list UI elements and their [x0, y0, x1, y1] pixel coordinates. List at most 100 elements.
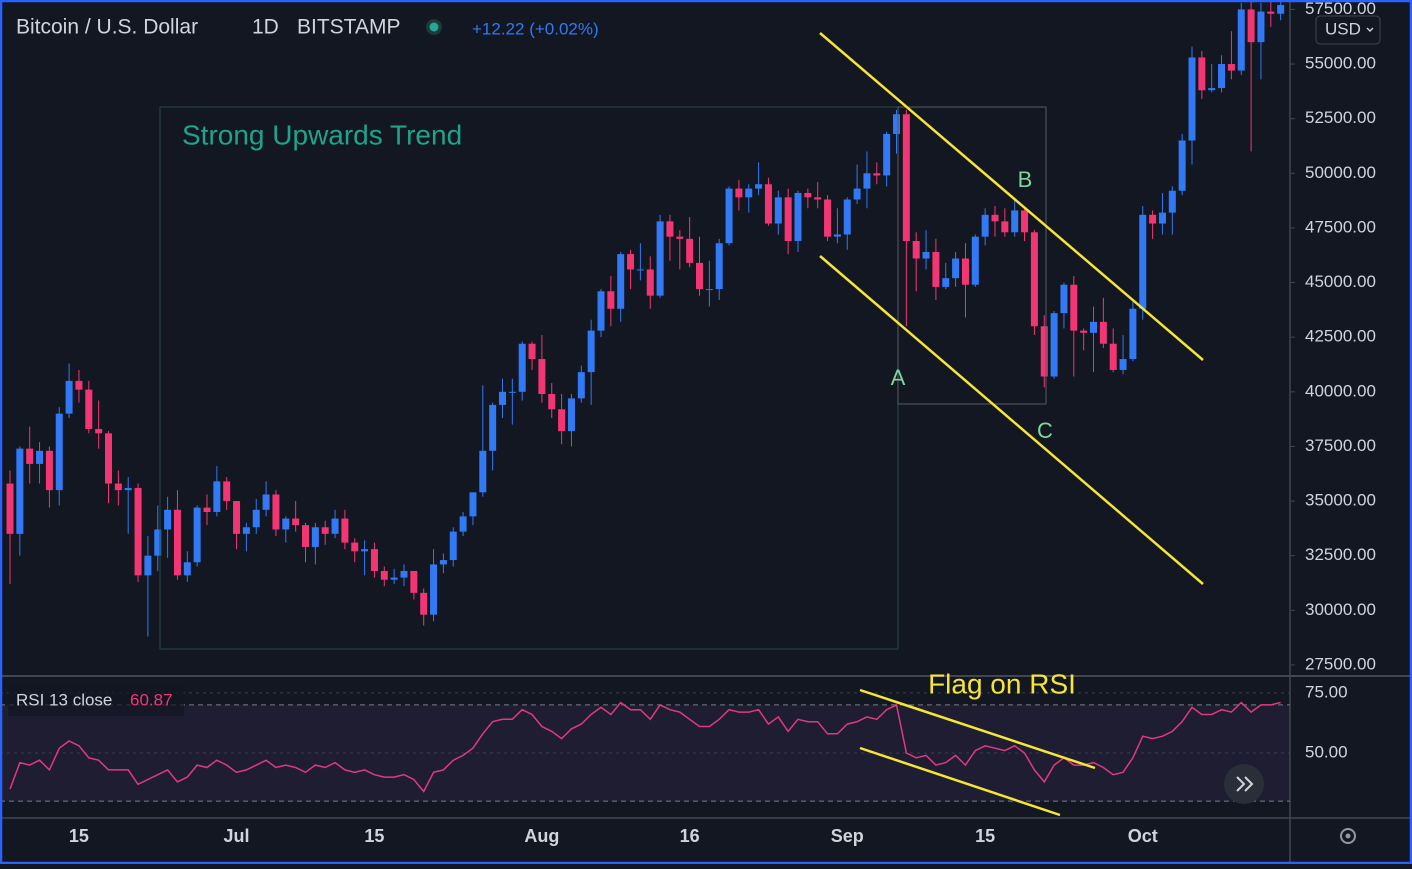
- y-tick-label: 27500.00: [1305, 654, 1376, 673]
- candle-body: [183, 562, 191, 576]
- candle-body: [124, 487, 132, 491]
- annotation: C: [1037, 418, 1053, 443]
- candle-body: [833, 234, 841, 237]
- candle-body: [45, 450, 53, 491]
- candle-body: [932, 251, 940, 287]
- candle-body: [873, 173, 881, 176]
- candle-body: [1080, 330, 1088, 333]
- candle-body: [380, 570, 388, 580]
- y-tick-label: 42500.00: [1305, 327, 1376, 346]
- candle-body: [420, 592, 428, 615]
- x-tick-label: 15: [364, 826, 384, 846]
- candle-body: [883, 133, 891, 176]
- candle-body: [1208, 88, 1216, 91]
- candle-body: [548, 393, 556, 410]
- candle-body: [1040, 326, 1048, 377]
- candle-body: [745, 188, 753, 198]
- rsi-trend-line: [859, 688, 1096, 770]
- candle-body: [351, 542, 359, 552]
- candle-body: [607, 291, 615, 309]
- candle-body: [902, 114, 910, 242]
- candle-body: [1099, 321, 1107, 344]
- candle-body: [154, 529, 162, 556]
- candle-body: [863, 173, 871, 189]
- candle-body: [479, 450, 487, 493]
- candle-body: [203, 507, 211, 512]
- candle-body: [1158, 212, 1166, 224]
- x-tick-label: Jul: [224, 826, 250, 846]
- rsi-trend-line: [859, 746, 1061, 817]
- candle-body: [597, 291, 605, 331]
- candle-body: [715, 243, 723, 290]
- candle-body: [75, 380, 83, 390]
- candle-body: [755, 184, 763, 189]
- x-tick-label: Oct: [1128, 826, 1158, 846]
- candle-body: [55, 413, 63, 491]
- candle-body: [971, 236, 979, 285]
- candle-body: [1198, 57, 1206, 91]
- candle-body: [646, 269, 654, 296]
- y-tick-label: 47500.00: [1305, 217, 1376, 236]
- rsi-tick-label: 50.00: [1305, 743, 1348, 762]
- candle-body: [587, 330, 595, 373]
- candle-body: [656, 221, 664, 296]
- candle-body: [331, 518, 339, 534]
- candle-body: [774, 197, 782, 224]
- candle-body: [804, 192, 812, 198]
- candle-body: [410, 570, 418, 593]
- y-tick-label: 57500.00: [1305, 0, 1376, 18]
- candle-body: [922, 251, 930, 259]
- candle-body: [1129, 308, 1137, 360]
- annotation: Strong Upwards Trend: [182, 119, 462, 150]
- candle-body: [1188, 57, 1196, 141]
- candle-body: [666, 221, 674, 237]
- candle-body: [794, 192, 802, 242]
- candle-body: [1247, 9, 1255, 43]
- candle-body: [1030, 232, 1038, 327]
- candle-body: [1178, 140, 1186, 191]
- candle-body: [853, 188, 861, 200]
- candle-body: [292, 518, 300, 526]
- candle-body: [430, 564, 438, 615]
- labels: 27500.00 30000.00 32500.00 35000.00 37500.00…: [69, 0, 1376, 846]
- candle-body: [449, 531, 457, 561]
- candle-body: [370, 549, 378, 571]
- candle-body: [105, 433, 112, 484]
- settings-icon[interactable]: [1340, 828, 1356, 844]
- y-tick-label: 50000.00: [1305, 163, 1376, 182]
- candle-body: [1168, 190, 1176, 213]
- currency-button[interactable]: [1315, 15, 1381, 45]
- candle-body: [538, 359, 546, 394]
- candle-body: [1021, 210, 1029, 233]
- rsi-value: 60.87: [130, 690, 173, 709]
- candle-body: [242, 527, 250, 534]
- exchange: BITSTAMP: [297, 16, 400, 39]
- candle-body: [134, 487, 142, 576]
- candle-body: [390, 577, 398, 580]
- candle-body: [558, 409, 566, 432]
- candle-body: [567, 398, 575, 432]
- candle-body: [784, 197, 792, 242]
- rsi-annotation: Flag on RSI: [928, 668, 1076, 699]
- candle-body: [824, 199, 832, 237]
- currency[interactable]: USD: [1325, 19, 1361, 38]
- x-tick-label: Sep: [831, 826, 864, 846]
- y-tick-label: 45000.00: [1305, 272, 1376, 291]
- candle-body: [1090, 321, 1097, 333]
- candle-body: [341, 518, 349, 543]
- candle-body: [981, 214, 989, 237]
- candle-body: [26, 448, 34, 464]
- candle-body: [213, 481, 221, 512]
- candle-body: [1149, 214, 1157, 224]
- rsi-title: RSI 13 close: [16, 690, 112, 709]
- candle-body: [144, 555, 152, 576]
- candle-body: [1257, 11, 1265, 43]
- candle-body: [114, 483, 122, 491]
- price-change: +12.22 (+0.02%): [472, 19, 599, 38]
- rsi-line: [9, 701, 1281, 793]
- candle-body: [1237, 9, 1245, 71]
- candle-body: [95, 428, 103, 434]
- candle-body: [1267, 11, 1275, 14]
